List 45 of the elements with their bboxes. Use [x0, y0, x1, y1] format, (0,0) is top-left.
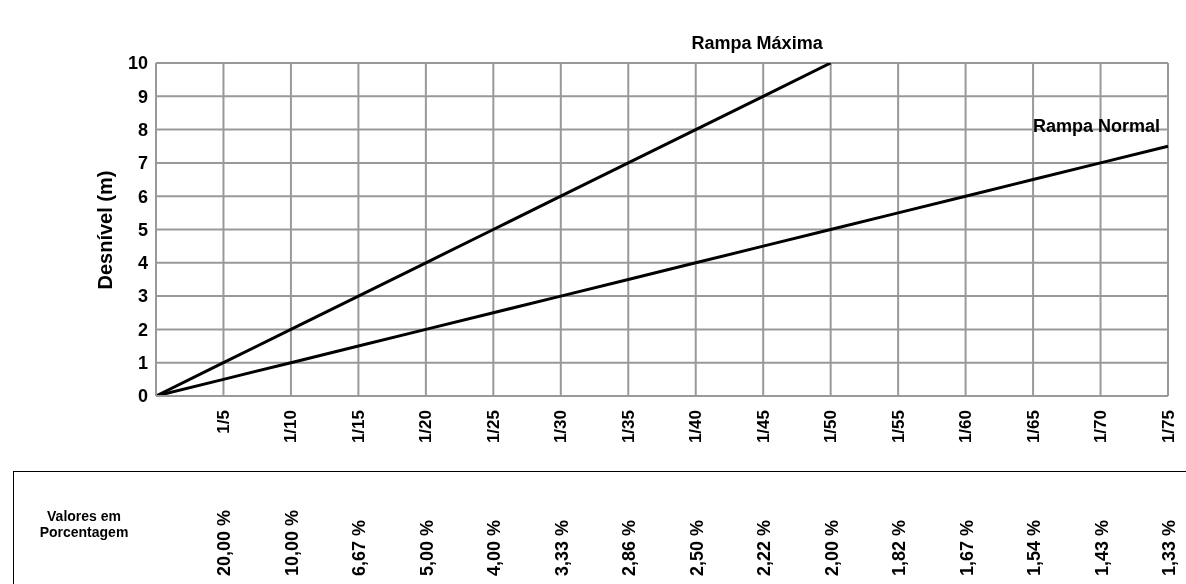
- y-tick-label: 6: [137, 186, 148, 207]
- text: 20,00 %: [213, 509, 236, 576]
- x-tick-label: 1/45: [753, 410, 773, 444]
- y-tick-label: 4: [137, 253, 148, 274]
- y-tick-label: 3: [137, 286, 148, 307]
- text: 1,33 %: [1158, 519, 1180, 576]
- x-tick-label: 1/50: [821, 410, 841, 444]
- text: 2,86 %: [618, 519, 641, 576]
- text: 4,00 %: [483, 519, 506, 576]
- x-tick-label: 1/40: [686, 410, 706, 444]
- x-tick-label: 1/35: [618, 410, 638, 444]
- x-tick-label: 1/55: [888, 410, 908, 444]
- text: 10,00 %: [280, 509, 303, 576]
- y-tick-label: 0: [137, 386, 148, 407]
- text: 1,67 %: [955, 519, 978, 576]
- text: 2,50 %: [685, 519, 708, 576]
- text: 1,43 %: [1090, 519, 1113, 576]
- y-tick-label: 5: [137, 219, 148, 240]
- x-tick-label: 1/5: [213, 410, 233, 434]
- x-tick-label: 1/20: [416, 410, 436, 444]
- x-tick-label: 1/25: [483, 410, 503, 444]
- y-tick-label: 1: [137, 353, 148, 374]
- y-tick-label: 9: [137, 86, 148, 107]
- text: 5,00 %: [415, 519, 438, 576]
- x-tick-label: 1/10: [281, 410, 301, 444]
- y-tick-label: 7: [137, 153, 148, 174]
- x-tick-label: 1/60: [956, 410, 976, 444]
- text: 1,82 %: [888, 519, 911, 576]
- series-label: Rampa Máxima: [691, 33, 824, 53]
- text: Valores em Porcentagem: [38, 508, 130, 540]
- y-tick-label: 2: [137, 319, 148, 340]
- y-axis-title: Desnível (m): [94, 170, 117, 290]
- series-label: Rampa Normal: [1032, 116, 1160, 137]
- y-tick-label: 10: [127, 53, 148, 74]
- text: 2,22 %: [753, 519, 776, 576]
- x-tick-label: 1/30: [551, 410, 571, 444]
- x-tick-label: 1/75: [1158, 410, 1178, 444]
- y-tick-label: 8: [137, 119, 148, 140]
- x-tick-label: 1/65: [1023, 410, 1043, 444]
- text: 6,67 %: [348, 519, 371, 576]
- text: 2,00 %: [820, 519, 843, 576]
- x-tick-label: 1/70: [1091, 410, 1111, 444]
- text: 3,33 %: [550, 519, 573, 576]
- text: 1,54 %: [1023, 519, 1046, 576]
- x-tick-label: 1/15: [348, 410, 368, 444]
